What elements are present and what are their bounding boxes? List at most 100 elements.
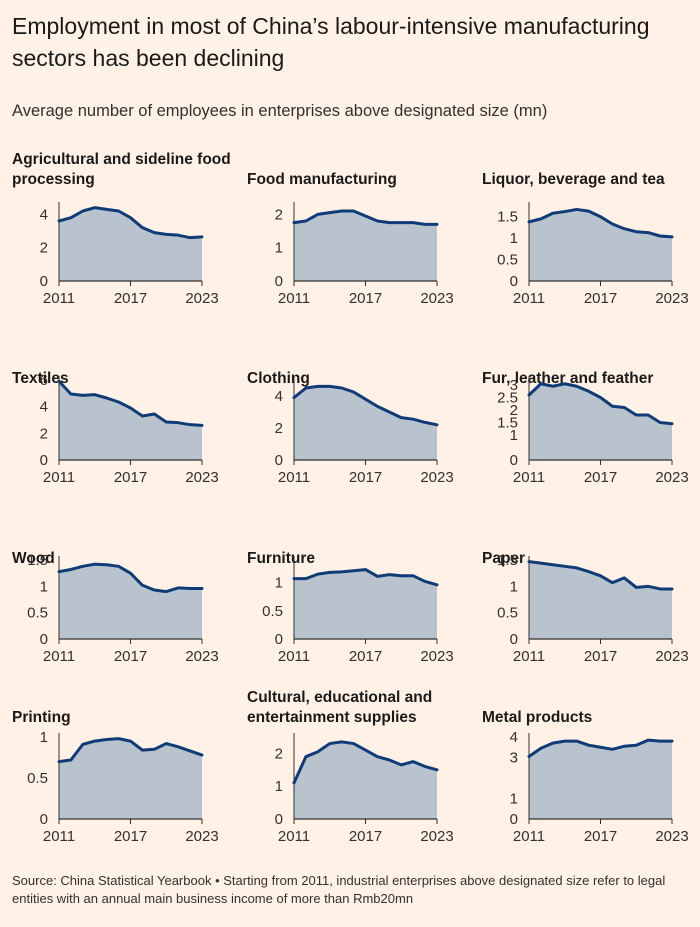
panel-title-cultural-educational-and-entertainment-supplies: Cultural, educational and entertainment … xyxy=(247,689,433,726)
x-tick-label: 2017 xyxy=(349,648,382,665)
y-tick-label: 2 xyxy=(275,420,283,437)
x-tick-label: 2017 xyxy=(584,648,617,665)
area-fill xyxy=(294,386,437,460)
x-tick-label: 2011 xyxy=(43,469,75,486)
panel-chart-food-manufacturing: 0 1 2 2011 2017 2023 xyxy=(275,202,454,307)
panel-title-agricultural-and-sideline-food-processing: Agricultural and sideline food processin… xyxy=(12,151,231,188)
x-tick-label: 2011 xyxy=(513,290,545,307)
x-tick-label: 2023 xyxy=(655,828,688,845)
series-line xyxy=(57,737,204,764)
x-tick-label: 2017 xyxy=(114,648,147,665)
y-tick-label: 1 xyxy=(275,240,283,257)
x-tick-label: 2023 xyxy=(420,828,453,845)
y-tick-label: 0 xyxy=(40,273,48,290)
chart-subtitle: Average number of employees in enterpris… xyxy=(12,102,548,120)
panel-title-furniture: Furniture xyxy=(247,550,316,567)
x-tick-label: 2017 xyxy=(584,469,617,486)
panel-title-fur-leather-and-feather: Fur, leather and feather xyxy=(482,370,654,387)
x-tick-label: 2017 xyxy=(114,469,147,486)
panel-chart-textiles: 0 2 4 6 2011 2017 2023 xyxy=(40,372,219,486)
y-tick-label: 1 xyxy=(510,230,518,247)
area-fill xyxy=(294,569,437,639)
y-tick-label: 2 xyxy=(40,240,48,257)
y-tick-label: 0.5 xyxy=(497,605,518,622)
panel-chart-fur-leather-and-feather: 0 11.522.53 2011 2017 2023 xyxy=(497,376,689,486)
panel-title-textiles: Textiles xyxy=(12,370,69,387)
y-tick-label: 0 xyxy=(510,452,518,469)
y-tick-label: 0 xyxy=(275,273,283,290)
y-tick-label: 3 xyxy=(510,377,518,394)
panel-chart-clothing: 0 2 4 2011 2017 2023 xyxy=(275,376,454,486)
x-tick-label: 2017 xyxy=(349,290,382,307)
x-tick-label: 2011 xyxy=(513,828,545,845)
area-fill xyxy=(294,211,437,281)
series-line xyxy=(292,209,439,226)
x-tick-label: 2017 xyxy=(584,828,617,845)
area-fill xyxy=(529,383,672,460)
series-line xyxy=(527,560,674,591)
x-tick-label: 2011 xyxy=(43,290,75,307)
y-tick-label: 3 xyxy=(510,750,518,767)
y-tick-label: 1.5 xyxy=(27,552,48,569)
area-fill xyxy=(529,561,672,639)
y-tick-label: 1 xyxy=(40,578,48,595)
y-tick-label: 4 xyxy=(275,388,283,405)
y-tick-label: 1 xyxy=(275,778,283,795)
y-tick-label: 0 xyxy=(40,631,48,648)
y-tick-label: 6 xyxy=(40,372,48,389)
y-tick-label: 2.5 xyxy=(497,390,518,407)
area-fill xyxy=(529,209,672,281)
x-tick-label: 2023 xyxy=(655,648,688,665)
y-tick-label: 1 xyxy=(510,427,518,444)
area-fill xyxy=(59,207,202,281)
x-tick-label: 2023 xyxy=(420,648,453,665)
y-tick-label: 0 xyxy=(510,631,518,648)
y-tick-label: 1 xyxy=(510,791,518,808)
y-tick-label: 2 xyxy=(510,402,518,419)
series-line xyxy=(527,738,674,758)
y-tick-label: 0 xyxy=(510,273,518,290)
x-tick-label: 2017 xyxy=(114,828,147,845)
x-tick-label: 2017 xyxy=(349,828,382,845)
series-line xyxy=(292,740,439,785)
area-fill xyxy=(59,738,202,819)
y-tick-label: 0 xyxy=(275,452,283,469)
series-line xyxy=(292,384,439,427)
panel-title-paper: Paper xyxy=(482,550,526,567)
y-tick-label: 1.5 xyxy=(497,209,518,226)
y-tick-label: 1 xyxy=(40,729,48,746)
series-line xyxy=(527,207,674,239)
x-tick-label: 2023 xyxy=(655,290,688,307)
series-line xyxy=(57,562,204,594)
panel-chart-paper: 0 0.5 1 1.5 2011 2017 2023 xyxy=(497,552,689,665)
y-tick-label: 2 xyxy=(40,425,48,442)
panel-chart-wood: 0 0.5 1 1.5 2011 2017 2023 xyxy=(27,552,219,665)
area-fill xyxy=(294,741,437,819)
y-tick-label: 2 xyxy=(275,745,283,762)
y-tick-label: 4 xyxy=(40,206,48,223)
area-fill xyxy=(529,740,672,819)
panel-chart-metal-products: 0 1 3 4 2011 2017 2023 xyxy=(510,729,689,845)
x-tick-label: 2017 xyxy=(584,290,617,307)
y-tick-label: 0 xyxy=(275,631,283,648)
x-tick-label: 2017 xyxy=(349,469,382,486)
panel-chart-cultural-educational-and-entertainment-supplies: 0 1 2 2011 2017 2023 xyxy=(275,733,454,845)
panel-chart-agricultural-and-sideline-food-processing: 0 2 4 2011 2017 2023 xyxy=(40,202,219,307)
y-tick-label: 0 xyxy=(510,811,518,828)
source-note: Source: China Statistical Yearbook • Sta… xyxy=(12,873,666,906)
x-tick-label: 2023 xyxy=(185,828,218,845)
series-line xyxy=(292,568,439,587)
x-tick-label: 2011 xyxy=(278,290,310,307)
y-tick-label: 1 xyxy=(275,575,283,592)
y-tick-label: 0.5 xyxy=(27,770,48,787)
x-tick-label: 2011 xyxy=(278,828,310,845)
y-tick-label: 1.5 xyxy=(497,552,518,569)
y-tick-label: 0 xyxy=(40,811,48,828)
y-tick-label: 0 xyxy=(275,811,283,828)
x-tick-label: 2023 xyxy=(185,290,218,307)
x-tick-label: 2023 xyxy=(655,469,688,486)
panel-chart-liquor-beverage-and-tea: 0 0.5 1 1.5 2011 2017 2023 xyxy=(497,202,689,307)
x-tick-label: 2023 xyxy=(185,469,218,486)
y-tick-label: 0.5 xyxy=(497,252,518,269)
